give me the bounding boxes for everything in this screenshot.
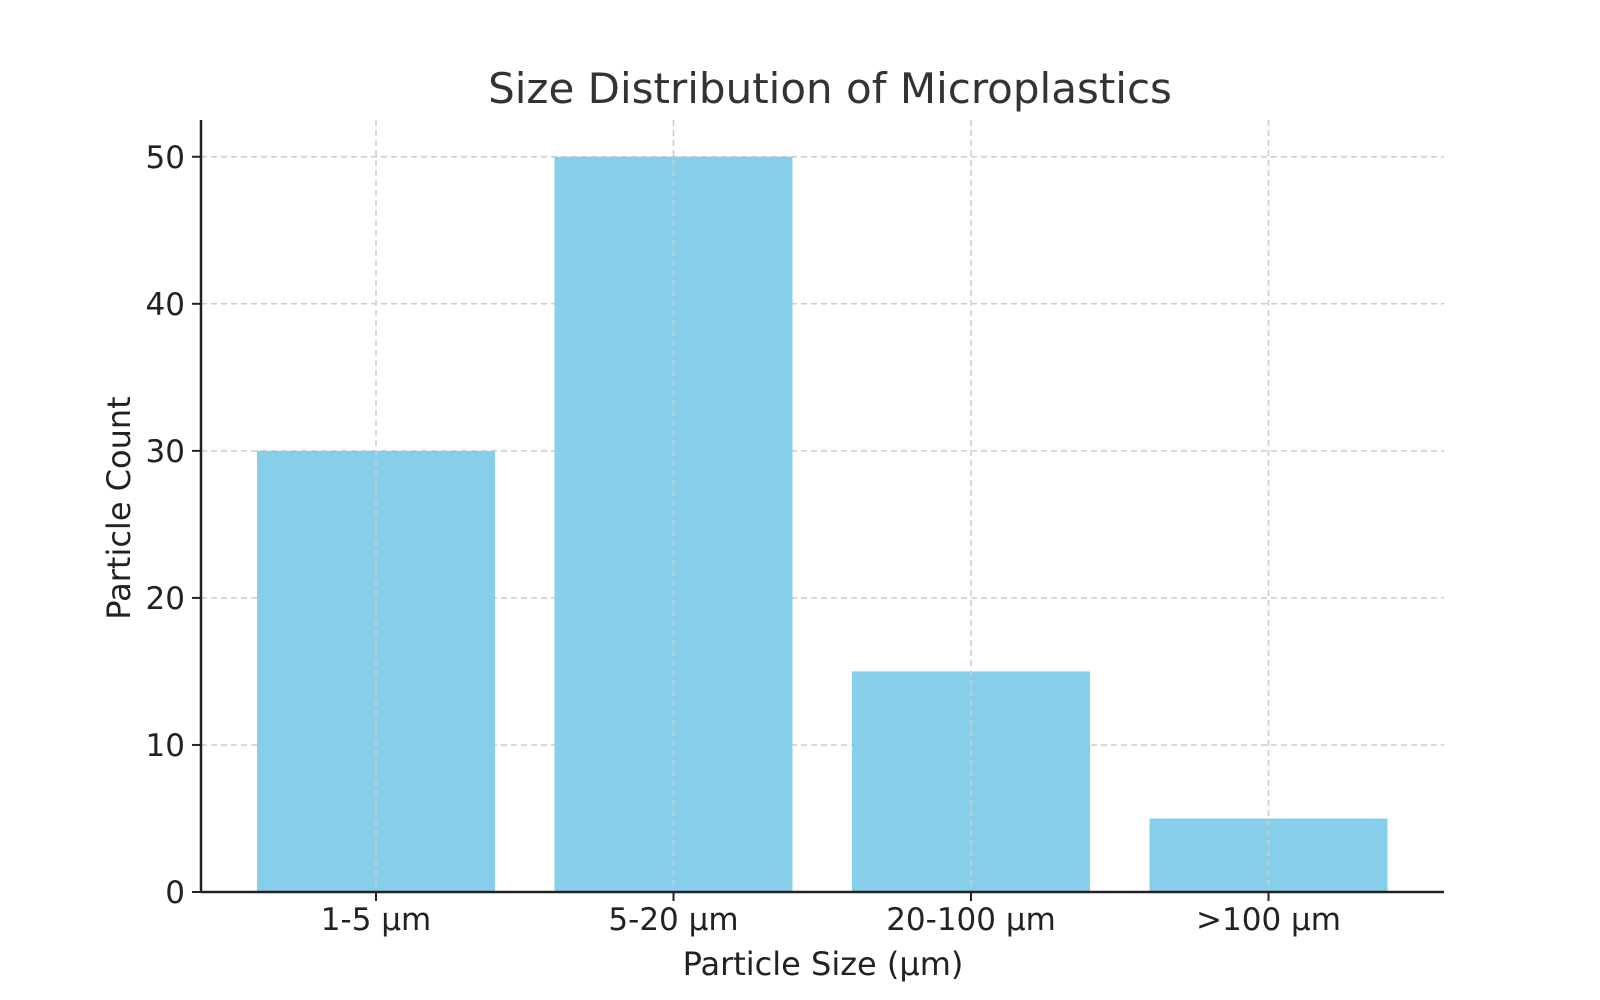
- y-tick-label: 30: [146, 434, 185, 470]
- y-tick-label: 50: [146, 140, 185, 176]
- vertical-grid-layer: [375, 120, 1270, 892]
- y-tick-layer: 0 10 20 30 40 50: [146, 140, 201, 911]
- y-tick-label: 0: [165, 875, 185, 911]
- x-tick-label: >100 µm: [1196, 902, 1341, 938]
- y-axis-label: Particle Count: [100, 396, 138, 619]
- x-tick-label: 1-5 µm: [321, 902, 431, 938]
- y-tick-label: 40: [146, 287, 185, 323]
- bar-layer: [257, 156, 1388, 892]
- grid-layer: [201, 156, 1444, 746]
- x-tick-label: 20-100 µm: [886, 902, 1056, 938]
- axis-layer: [199, 120, 1444, 894]
- x-tick-label: 5-20 µm: [608, 902, 738, 938]
- chart-title: Size Distribution of Microplastics: [488, 64, 1172, 113]
- y-tick-label: 20: [146, 581, 185, 617]
- y-tick-label: 10: [146, 728, 185, 764]
- x-axis-label: Particle Size (µm): [683, 945, 964, 983]
- x-tick-layer: 1-5 µm 5-20 µm 20-100 µm >100 µm: [321, 892, 1341, 938]
